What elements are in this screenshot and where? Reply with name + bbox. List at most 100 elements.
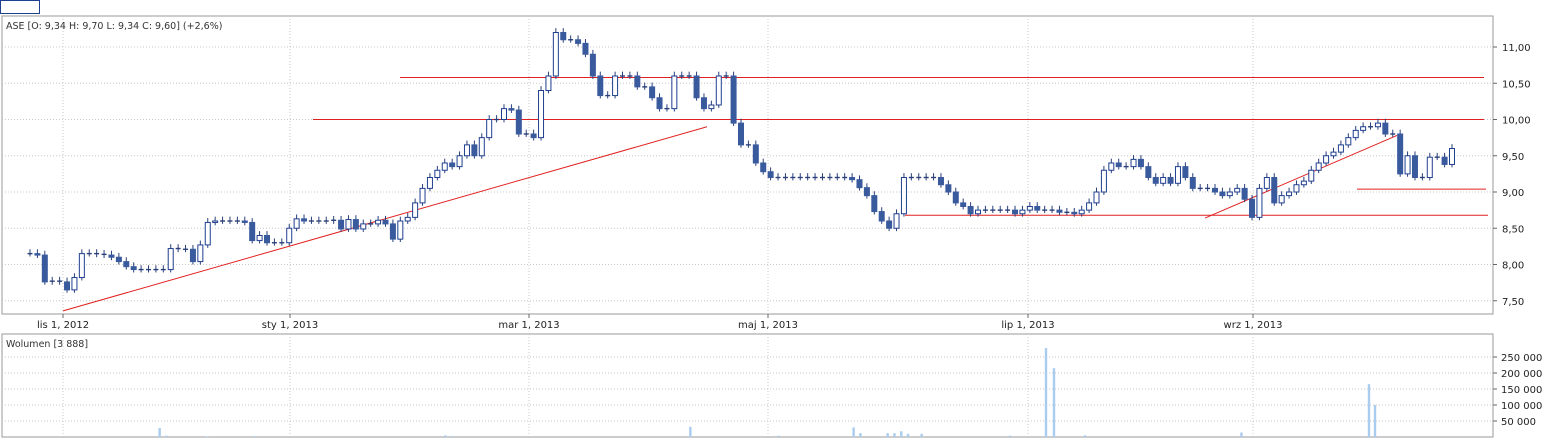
candle-body-down (1012, 209, 1019, 215)
candle-body-down (863, 187, 870, 197)
candle-body-up (1360, 126, 1367, 131)
candle (679, 71, 685, 79)
candle (945, 180, 952, 195)
candle (871, 191, 878, 215)
candle (1182, 162, 1189, 181)
candle-body-up (1337, 144, 1344, 153)
candle-body-down (1382, 122, 1389, 135)
candle (382, 215, 389, 227)
candle (27, 249, 33, 257)
candle-body-up (404, 216, 411, 222)
candle (812, 173, 818, 181)
candle (494, 115, 500, 123)
volume-bar (158, 428, 161, 437)
candle (1397, 129, 1404, 177)
candle (1056, 205, 1063, 216)
candle (508, 104, 515, 113)
candle-body-up (893, 213, 900, 229)
candle (552, 28, 559, 79)
candle (271, 238, 277, 246)
candle-body-down (1145, 166, 1152, 178)
candle-body-down (530, 133, 537, 139)
candle-body-up (1374, 122, 1381, 128)
candle (1241, 184, 1248, 203)
candle-body-up (360, 223, 367, 230)
candle-body-down (967, 206, 974, 215)
candle-body-up (426, 177, 433, 189)
candle-body-down (449, 162, 456, 168)
candle (1042, 205, 1048, 214)
candle-body-up (1300, 180, 1307, 186)
candle-body-up (1093, 191, 1100, 204)
candle (412, 198, 419, 221)
candle (1019, 205, 1026, 217)
candle-body-up (293, 218, 300, 229)
candle-body-up (463, 144, 470, 157)
price-tick-label: 10,00 (1502, 116, 1531, 127)
volume-tick-label: 50 000 (1501, 417, 1536, 428)
candle (115, 252, 122, 265)
candle (908, 173, 914, 181)
candle-body-down (1115, 162, 1122, 168)
candle (1337, 140, 1344, 156)
candle-body-down (1182, 166, 1189, 178)
candle (1263, 173, 1270, 192)
candle (486, 115, 493, 141)
candle (1160, 173, 1167, 187)
candle (1005, 205, 1011, 214)
candle-body-down (767, 171, 774, 178)
candle (1330, 147, 1337, 159)
candle-body-up (1130, 158, 1137, 168)
candle (1026, 202, 1033, 214)
candle (1145, 162, 1152, 181)
candle-body-down (878, 211, 885, 222)
candle (338, 215, 345, 232)
volume-bar (689, 426, 692, 437)
candle-body-up (1404, 155, 1411, 175)
candle-body-down (1212, 187, 1218, 193)
candle-body-up (1100, 169, 1107, 193)
candle (1308, 165, 1315, 185)
candle (308, 216, 314, 224)
candle-body-up (900, 177, 907, 215)
candle (1071, 207, 1078, 217)
candle (57, 276, 63, 285)
candle (441, 158, 448, 174)
candle (738, 118, 744, 148)
candle (1197, 184, 1203, 192)
candle (1219, 187, 1226, 199)
candle (249, 218, 256, 244)
candle (834, 173, 840, 181)
candle-body-down (515, 109, 522, 135)
candle (560, 28, 567, 43)
candle (990, 205, 996, 214)
candle-body-down (41, 254, 48, 283)
candle (146, 265, 151, 273)
candle (286, 223, 293, 246)
candle (530, 129, 537, 141)
candle-body-down (856, 179, 863, 189)
volume-bar (1240, 432, 1243, 437)
candle (997, 205, 1003, 214)
candle-body-up (975, 209, 981, 215)
candle (605, 91, 611, 99)
candle-body-up (345, 219, 352, 230)
candle (94, 249, 100, 258)
candle (189, 244, 196, 265)
candle (212, 216, 219, 226)
candle (886, 216, 893, 232)
candle-body-down (1071, 211, 1078, 215)
candle-body-down (264, 235, 270, 244)
candle (960, 198, 967, 210)
candle (1012, 205, 1019, 217)
volume-bar (900, 431, 903, 437)
candle (1212, 184, 1218, 195)
candle (478, 133, 485, 159)
candle-body-up (1286, 191, 1293, 197)
candle (331, 215, 337, 224)
candle (360, 219, 367, 232)
candle-body-down (382, 219, 389, 225)
candle-body-up (441, 162, 448, 171)
candle (1286, 187, 1293, 199)
